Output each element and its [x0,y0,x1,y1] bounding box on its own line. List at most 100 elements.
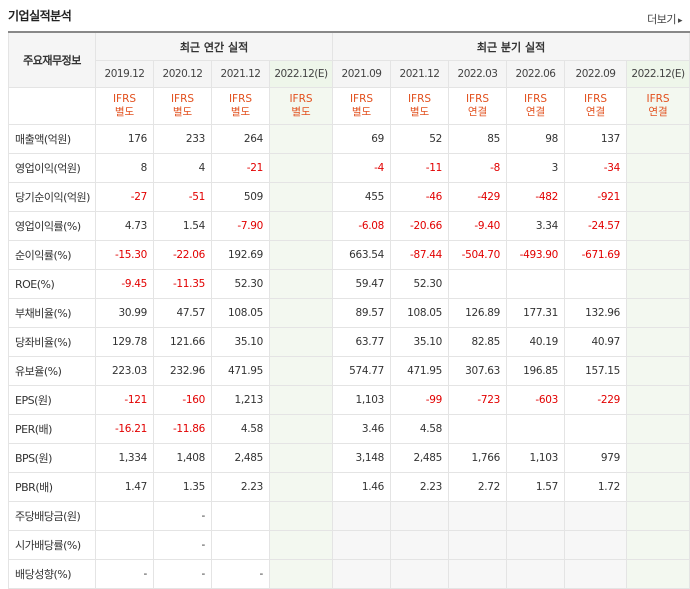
standard-name: IFRS [523,93,548,105]
value-cell [268,530,334,560]
period-header: 2022.12(E) [268,60,334,88]
consolidation-type: 별도 [172,106,193,118]
value-cell: 574.77 [332,356,392,386]
value-cell: 8 [95,153,154,183]
value-cell: 137 [564,124,628,154]
value-cell [626,153,690,183]
value-cell: 52.30 [390,269,450,299]
row-label: 영업이익률(%) [8,211,96,241]
value-cell: 663.54 [332,240,392,270]
period-header: 2019.12 [95,60,154,88]
row-label: 부채비율(%) [8,298,96,328]
consolidation-type: 연결 [585,106,606,118]
value-cell [506,501,566,531]
table-row: PBR(배) 1.47 1.35 2.23 1.46 2.23 2.72 1.57 1.72 [8,472,690,502]
row-label: EPS(원) [8,385,96,415]
table-row: 순이익률(%) -15.30 -22.06 192.69 663.54 -87.44 -50… [8,240,690,270]
table-row: PER(배) -16.21 -11.86 4.58 3.46 4.58 [8,414,690,444]
period-header: 2021.12 [390,60,450,88]
value-cell: 2.23 [211,472,270,502]
value-cell: -603 [506,385,566,415]
value-cell [626,443,690,473]
consolidation-type: 별도 [230,106,251,118]
value-cell: 4.58 [211,414,270,444]
value-cell [448,269,508,299]
value-cell [626,501,690,531]
more-link[interactable]: 더보기 ▸ [647,11,682,27]
value-cell: -21 [211,153,270,183]
value-cell: 1,213 [211,385,270,415]
value-cell: - [153,501,212,531]
value-cell [626,182,690,212]
value-cell [506,269,566,299]
value-cell [626,298,690,328]
value-cell: 132.96 [564,298,628,328]
value-cell: 4.58 [390,414,450,444]
accounting-standard: IFRS 연결 [506,87,566,125]
value-cell: 3 [506,153,566,183]
value-cell: 59.47 [332,269,392,299]
value-cell: 3.34 [506,211,566,241]
value-cell: 1,408 [153,443,212,473]
value-cell: 3.46 [332,414,392,444]
value-cell [564,559,628,589]
value-cell: -493.90 [506,240,566,270]
value-cell: 108.05 [390,298,450,328]
value-cell: 30.99 [95,298,154,328]
value-cell [564,269,628,299]
value-cell: 1.47 [95,472,154,502]
value-cell: -87.44 [390,240,450,270]
accounting-standard: IFRS 별도 [211,87,270,125]
row-label: 영업이익(억원) [8,153,96,183]
value-cell: 85 [448,124,508,154]
value-cell [506,559,566,589]
consolidation-type: 연결 [525,106,546,118]
row-label: PBR(배) [8,472,96,502]
accounting-standard: IFRS 연결 [564,87,628,125]
value-cell: -8 [448,153,508,183]
period-header: 2022.09 [564,60,628,88]
value-cell: -99 [390,385,450,415]
value-cell: -671.69 [564,240,628,270]
row-label: 유보율(%) [8,356,96,386]
value-cell [268,269,334,299]
table-row: 배당성향(%) - - - [8,559,690,589]
table-row: 유보율(%) 223.03 232.96 471.95 574.77 471.95 307.… [8,356,690,386]
consolidation-type: 별도 [409,106,430,118]
value-cell [626,530,690,560]
value-cell [626,269,690,299]
value-cell [564,501,628,531]
value-cell: 35.10 [390,327,450,357]
value-cell: 121.66 [153,327,212,357]
value-cell: 108.05 [211,298,270,328]
value-cell: 129.78 [95,327,154,357]
value-cell [626,124,690,154]
value-cell: -11.86 [153,414,212,444]
value-cell [626,385,690,415]
value-cell: -16.21 [95,414,154,444]
value-cell [626,356,690,386]
consolidation-type: 별도 [114,106,135,118]
value-cell: 1.72 [564,472,628,502]
accounting-standard: IFRS 연결 [626,87,690,125]
table-row: ROE(%) -9.45 -11.35 52.30 59.47 52.30 [8,269,690,299]
value-cell: - [95,559,154,589]
value-cell: 264 [211,124,270,154]
value-cell: 89.57 [332,298,392,328]
value-cell [268,124,334,154]
value-cell: 98 [506,124,566,154]
value-cell [448,530,508,560]
value-cell: -160 [153,385,212,415]
value-cell: -11.35 [153,269,212,299]
value-cell: 4.73 [95,211,154,241]
value-cell [268,414,334,444]
value-cell [448,559,508,589]
more-label: 더보기 [647,13,676,26]
value-cell: -9.45 [95,269,154,299]
standard-name: IFRS [228,93,253,105]
row-label: 당좌비율(%) [8,327,96,357]
value-cell: 471.95 [211,356,270,386]
accounting-standard: IFRS 연결 [448,87,508,125]
standard-name: IFRS [112,93,137,105]
row-label: ROE(%) [8,269,96,299]
